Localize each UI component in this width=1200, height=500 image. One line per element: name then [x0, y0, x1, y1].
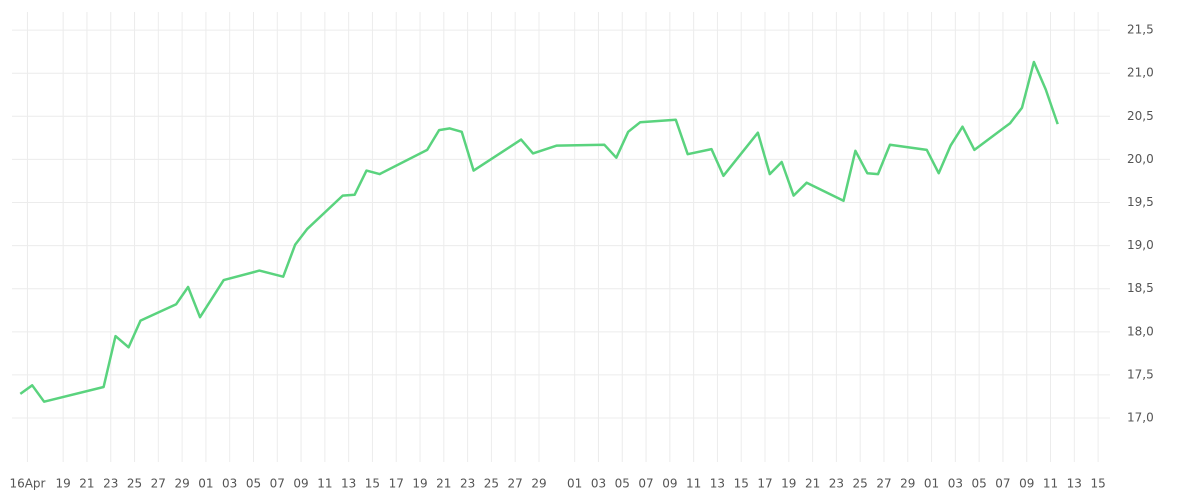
- y-tick-label: 18,5: [1127, 281, 1154, 295]
- x-tick-label: 03: [591, 477, 606, 491]
- x-tick-label: 05: [972, 477, 987, 491]
- x-tick-label: 21: [79, 477, 94, 491]
- x-tick-label: 15: [365, 477, 380, 491]
- x-tick-label: 25: [484, 477, 499, 491]
- x-tick-label: 13: [710, 477, 725, 491]
- x-tick-label: 15: [1090, 477, 1105, 491]
- x-tick-label: 27: [876, 477, 891, 491]
- x-tick-label: 23: [829, 477, 844, 491]
- y-tick-label: 18,0: [1127, 324, 1154, 338]
- x-tick-label: 01: [924, 477, 939, 491]
- x-tick-label: 15: [734, 477, 749, 491]
- x-tick-label: 25: [853, 477, 868, 491]
- x-tick-label: 23: [460, 477, 475, 491]
- x-tick-label: 09: [662, 477, 677, 491]
- y-tick-label: 21,5: [1127, 23, 1154, 37]
- x-tick-label: 21: [805, 477, 820, 491]
- x-tick-label: 19: [56, 477, 71, 491]
- x-tick-label: 29: [531, 477, 546, 491]
- x-tick-label: 03: [222, 477, 237, 491]
- x-tick-label: 11: [317, 477, 332, 491]
- x-tick-label: 07: [995, 477, 1010, 491]
- x-tick-label: 29: [174, 477, 189, 491]
- x-tick-label: 16Apr: [9, 477, 45, 491]
- x-tick-label: 29: [900, 477, 915, 491]
- x-tick-label: 09: [293, 477, 308, 491]
- x-tick-label: 27: [508, 477, 523, 491]
- y-tick-label: 20,0: [1127, 152, 1154, 166]
- x-tick-label: 21: [436, 477, 451, 491]
- y-tick-label: 21,0: [1127, 66, 1154, 80]
- x-tick-label: 11: [1043, 477, 1058, 491]
- x-tick-label: 05: [246, 477, 261, 491]
- x-tick-label: 05: [615, 477, 630, 491]
- x-tick-label: 09: [1019, 477, 1034, 491]
- y-tick-label: 19,5: [1127, 195, 1154, 209]
- x-tick-label: 23: [103, 477, 118, 491]
- x-tick-label: 11: [686, 477, 701, 491]
- x-tick-label: 13: [1067, 477, 1082, 491]
- x-tick-label: 01: [198, 477, 213, 491]
- x-tick-label: 27: [151, 477, 166, 491]
- x-tick-label: 07: [270, 477, 285, 491]
- x-tick-label: 03: [948, 477, 963, 491]
- x-tick-label: 19: [412, 477, 427, 491]
- y-tick-label: 19,0: [1127, 238, 1154, 252]
- x-tick-label: 01: [567, 477, 582, 491]
- x-tick-label: 17: [389, 477, 404, 491]
- x-tick-label: 13: [341, 477, 356, 491]
- x-tick-label: 19: [781, 477, 796, 491]
- y-tick-label: 20,5: [1127, 109, 1154, 123]
- x-tick-label: 07: [638, 477, 653, 491]
- x-tick-label: 25: [127, 477, 142, 491]
- y-tick-label: 17,5: [1127, 367, 1154, 381]
- line: [19, 60, 1059, 403]
- x-tick-label: 17: [757, 477, 772, 491]
- y-tick-label: 17,0: [1127, 411, 1154, 425]
